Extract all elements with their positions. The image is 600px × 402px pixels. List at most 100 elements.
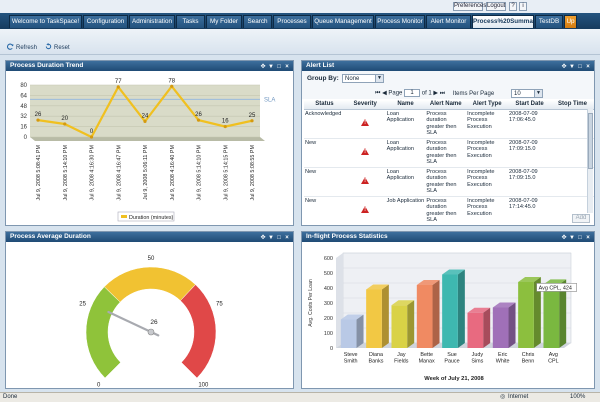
panel-maximize-icon[interactable]: □: [578, 64, 582, 70]
column-header-name[interactable]: Name: [385, 100, 426, 110]
tab-up[interactable]: Up: [564, 15, 577, 28]
tab-welcome[interactable]: Welcome to TaskSpace!: [9, 15, 82, 28]
panel-maximize-icon[interactable]: □: [277, 235, 281, 241]
y-axis-title: Avg. Costs Per Loan: [308, 279, 314, 327]
info-button[interactable]: i: [519, 2, 527, 11]
column-header-start-date[interactable]: Start Date: [508, 100, 551, 110]
data-label: 20: [61, 116, 68, 122]
warning-icon: [361, 118, 370, 126]
table-scrollbar[interactable]: [587, 109, 593, 213]
cell-stop-time: [551, 109, 594, 139]
reset-button[interactable]: Reset: [45, 43, 70, 53]
alert-table-header: Status Severity Name Alert Name Alert Ty…: [304, 100, 594, 110]
warning-icon: [361, 147, 370, 155]
panel-filter-icon[interactable]: ▼: [569, 235, 575, 241]
status-bar: Done ◎ Internet 100%: [0, 392, 600, 402]
cell-alert-name: Process duration greater then SLA: [425, 138, 467, 168]
table-row[interactable]: Acknowledged Loan Application Process du…: [304, 109, 594, 139]
tab-configuration[interactable]: Configuration: [83, 15, 128, 28]
prev-page-icon[interactable]: ◀: [382, 90, 387, 97]
status-text: Done: [3, 394, 18, 400]
bar: [442, 274, 458, 348]
refresh-button[interactable]: Refresh: [7, 43, 37, 53]
bar-side: [483, 307, 491, 348]
panel-close-icon[interactable]: ×: [285, 235, 289, 241]
warning-icon: [361, 205, 370, 213]
gauge-tick-label: 50: [148, 256, 155, 262]
tab-testdb[interactable]: TestDB: [535, 15, 563, 28]
last-page-icon[interactable]: ⏭: [439, 90, 446, 97]
tab-process-summary[interactable]: Process%20Summary: [472, 15, 534, 28]
tab-administration[interactable]: Administration: [129, 15, 175, 28]
x-tick-label: Chris: [522, 352, 535, 358]
x-tick-label: Benn: [522, 359, 535, 365]
tab-my-folder[interactable]: My Folder: [206, 15, 242, 28]
gauge-band: [85, 286, 121, 379]
panel-maximize-icon[interactable]: □: [578, 235, 582, 241]
tab-processes[interactable]: Processes: [273, 15, 311, 28]
panel-filter-icon[interactable]: ▼: [569, 64, 575, 70]
chevron-down-icon: ▼: [534, 90, 542, 97]
panel-move-icon[interactable]: ✥: [260, 235, 266, 241]
panel-close-icon[interactable]: ×: [586, 64, 590, 70]
cell-alert-type: Incomplete Process Execution: [466, 167, 509, 197]
panel-filter-icon[interactable]: ▼: [268, 235, 274, 241]
table-row[interactable]: New Loan Application Process duration gr…: [304, 167, 594, 197]
bar-top: [467, 307, 491, 313]
zoom-level[interactable]: 100%: [570, 394, 586, 400]
panel-controls: ✥ ▼ □ ×: [258, 62, 290, 70]
tab-queue-management[interactable]: Queue Management: [312, 15, 374, 28]
x-tick-label: Jul 9, 2008 5:14:10 PM: [63, 145, 69, 201]
panel-close-icon[interactable]: ×: [285, 64, 289, 70]
plot-floor: [30, 137, 265, 141]
tab-tasks[interactable]: Tasks: [176, 15, 205, 28]
data-point: [143, 119, 147, 123]
alert-toolbar: Group By: None ▼ ⏮ ◀ Page 1 of 1 ▶ ⏭ Ite…: [302, 71, 594, 99]
cell-alert-type: Incomplete Process Execution: [466, 138, 509, 168]
process-duration-trend-panel: Process Duration Trend ✥ ▼ □ × 0 16 32 48 64 80 S…: [5, 60, 294, 226]
internet-zone-icon: ◎: [500, 394, 506, 400]
tab-search[interactable]: Search: [243, 15, 272, 28]
gauge-hub: [147, 328, 155, 336]
panel-move-icon[interactable]: ✥: [561, 235, 567, 241]
table-row[interactable]: New Loan Application Process duration gr…: [304, 138, 594, 168]
column-header-stop-time[interactable]: Stop Time: [551, 100, 594, 110]
first-page-icon[interactable]: ⏮: [375, 90, 381, 97]
cell-severity: [344, 196, 386, 225]
logout-button[interactable]: Logout: [486, 2, 506, 11]
bar: [340, 319, 357, 348]
x-tick-label: Jul 9, 2008 4:16:30 PM: [90, 145, 96, 201]
cell-name: Job Application: [385, 196, 426, 225]
help-button[interactable]: ?: [509, 2, 517, 11]
add-button[interactable]: Add: [572, 214, 590, 223]
page-of-label: of 1: [421, 90, 432, 97]
legend-swatch: [121, 215, 127, 218]
panel-move-icon[interactable]: ✥: [561, 64, 567, 70]
scrollbar-thumb[interactable]: [588, 113, 593, 169]
panel-filter-icon[interactable]: ▼: [268, 64, 274, 70]
gauge-tick-label: 0: [97, 382, 101, 388]
tab-process-monitor[interactable]: Process Monitor: [375, 15, 425, 28]
preferences-button[interactable]: Preferences: [453, 2, 487, 11]
tab-alert-monitor[interactable]: Alert Monitor: [426, 15, 471, 28]
x-tick-label: Smith: [344, 359, 358, 365]
plot-area: [30, 85, 260, 137]
column-header-alert-name[interactable]: Alert Name: [425, 100, 467, 110]
inflight-process-statistics-panel: In-flight Process Statistics ✥ ▼ □ × 0 100 20…: [301, 231, 595, 389]
panel-maximize-icon[interactable]: □: [277, 64, 281, 70]
panel-title: In-flight Process Statistics: [306, 233, 388, 240]
table-row[interactable]: New Job Application Process duration gre…: [304, 196, 594, 225]
cell-name: Loan Application: [385, 167, 426, 197]
panel-move-icon[interactable]: ✥: [260, 64, 266, 70]
gauge-tick-label: 25: [79, 302, 86, 308]
page-input[interactable]: 1: [404, 89, 421, 97]
items-per-page-select[interactable]: 10 ▼: [511, 89, 543, 98]
cell-status: Acknowledged: [304, 109, 345, 139]
column-header-alert-type[interactable]: Alert Type: [466, 100, 509, 110]
panel-close-icon[interactable]: ×: [586, 235, 590, 241]
next-page-icon[interactable]: ▶: [433, 90, 439, 97]
column-header-status[interactable]: Status: [304, 100, 345, 110]
gauge-tick-label: 100: [198, 382, 209, 388]
group-by-select[interactable]: None ▼: [342, 74, 384, 83]
column-header-severity[interactable]: Severity: [344, 100, 386, 110]
